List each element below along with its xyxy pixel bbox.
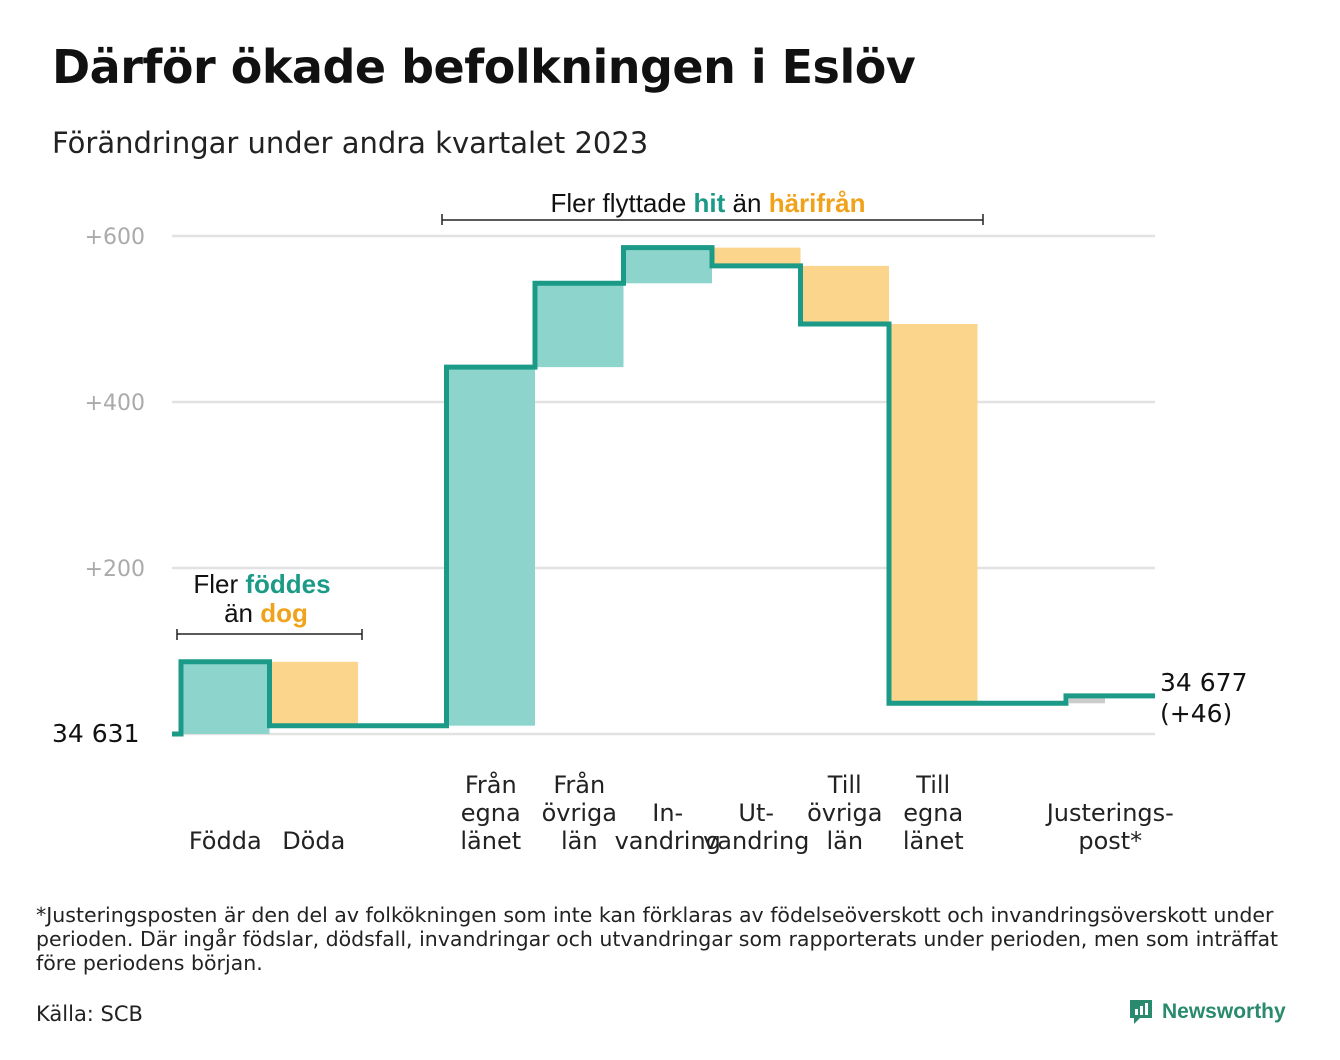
cumulative-line xyxy=(172,245,1155,737)
migration-annotation: Fler flyttade hit än härifrån xyxy=(550,188,865,218)
births-annotation-line1: Fler föddes xyxy=(193,569,330,599)
category-label: Justerings-post* xyxy=(1045,799,1174,855)
footnote: *Justeringsposten är den del av folkökni… xyxy=(36,903,1279,975)
bar-1 xyxy=(269,661,358,726)
bar-4 xyxy=(623,247,712,284)
chart-subtitle: Förändringar under andra kvartalet 2023 xyxy=(52,126,649,160)
end-change-label: (+46) xyxy=(1160,699,1232,728)
bar-7 xyxy=(889,323,978,704)
labels: 34 631 34 677(+46) Födda Döda Från egna länet F… xyxy=(52,668,1247,855)
bar-3 xyxy=(535,283,624,368)
brand-logo: Newsworthy xyxy=(1128,998,1286,1026)
cumulative-step-line xyxy=(172,245,1155,737)
category-label: Till övriga län xyxy=(807,771,882,855)
y-tick-label: +600 xyxy=(85,225,145,250)
bar-6 xyxy=(800,265,889,324)
births-annotation-line2: än dog xyxy=(224,598,308,628)
migration-bracket xyxy=(441,214,984,225)
chart-title: Därför ökade befolkningen i Eslöv xyxy=(52,40,916,94)
bar-5 xyxy=(712,247,801,266)
category-label: Födda xyxy=(189,827,262,855)
waterfall-chart: +200 +400 +600 34 631 34 677(+46) Födda Döda F… xyxy=(52,188,1247,855)
category-label: Från övriga län xyxy=(542,770,617,855)
source-label: Källa: SCB xyxy=(36,1002,143,1026)
start-value-label: 34 631 xyxy=(52,719,139,748)
category-label: Ut-vandring xyxy=(703,799,809,855)
category-label: In-vandring xyxy=(615,799,721,855)
brand-name: Newsworthy xyxy=(1162,1000,1286,1023)
category-label: Till egna länet xyxy=(903,771,964,855)
bar-8 xyxy=(1069,695,1105,704)
bars xyxy=(181,247,1105,734)
category-label: Från egna länet xyxy=(460,770,521,855)
bar-0 xyxy=(181,661,270,734)
gridlines: +200 +400 +600 xyxy=(85,225,1155,736)
category-label: Döda xyxy=(282,827,345,855)
births-bracket xyxy=(176,629,363,640)
y-tick-label: +400 xyxy=(85,391,145,416)
end-value-label: 34 677 xyxy=(1160,668,1247,697)
newsworthy-icon xyxy=(1130,1000,1152,1024)
bar-2 xyxy=(446,367,535,726)
y-tick-label: +200 xyxy=(85,557,145,582)
